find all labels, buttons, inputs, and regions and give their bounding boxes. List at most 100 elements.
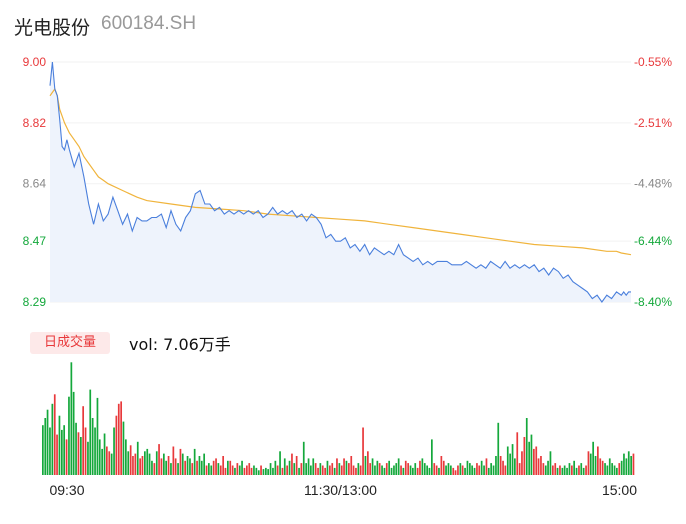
volume-bar xyxy=(58,415,61,475)
pct-tick-label: -8.40% xyxy=(634,295,672,309)
volume-bar xyxy=(141,456,144,475)
pct-tick-label: -0.55% xyxy=(634,55,672,69)
volume-bar xyxy=(616,467,618,475)
volume-bar xyxy=(473,467,476,475)
volume-bar xyxy=(314,463,317,475)
volume-bar xyxy=(127,451,130,475)
pct-tick-label: -2.51% xyxy=(634,116,672,130)
volume-bar xyxy=(310,465,312,475)
volume-bar xyxy=(177,463,179,475)
volume-tab[interactable]: 日成交量 xyxy=(30,332,110,354)
volume-bar xyxy=(257,470,260,475)
volume-bar xyxy=(359,465,362,475)
volume-bar xyxy=(428,467,431,475)
volume-bar xyxy=(205,465,208,475)
volume-bar xyxy=(210,465,213,475)
volume-bar xyxy=(490,463,493,475)
volume-value: vol: 7.06万手 xyxy=(129,335,231,354)
volume-bar xyxy=(272,467,274,475)
volume-bar xyxy=(369,463,372,475)
volume-bar xyxy=(518,463,521,475)
volume-bar xyxy=(170,463,172,475)
volume-bar xyxy=(393,465,395,475)
volume-bar xyxy=(219,465,222,475)
volume-bar xyxy=(321,465,324,475)
volume-bar xyxy=(305,463,308,475)
volume-bar xyxy=(352,465,355,475)
volume-bar xyxy=(571,465,573,475)
volume-bar xyxy=(274,460,277,475)
volume-bar xyxy=(483,465,485,475)
volume-bar xyxy=(174,458,177,475)
volume-bar xyxy=(338,463,341,475)
pct-tick-label: -6.44% xyxy=(634,234,672,248)
volume-bar xyxy=(378,463,381,475)
volume-bar xyxy=(136,441,139,475)
volume-bar xyxy=(400,465,402,475)
volume-bar xyxy=(383,467,386,475)
time-axis: 09:30 11:30/13:00 15:00 xyxy=(49,482,637,498)
volume-bar xyxy=(286,465,289,475)
volume-bar xyxy=(461,465,464,475)
volume-bar xyxy=(288,460,291,475)
price-tick-label: 8.64 xyxy=(23,177,47,191)
volume-bar xyxy=(623,453,625,475)
volume-bar xyxy=(53,394,56,475)
volume-bar xyxy=(302,441,305,475)
volume-bar xyxy=(125,439,127,475)
volume-bar xyxy=(376,460,379,475)
volume-bar xyxy=(597,446,599,475)
volume-bar xyxy=(402,467,405,475)
volume-bar xyxy=(620,460,623,475)
volume-bar xyxy=(561,467,564,475)
volume-bar xyxy=(585,465,587,475)
volume-bar xyxy=(255,467,258,475)
volume-bar xyxy=(75,422,77,475)
stock-name: 光电股份 xyxy=(14,17,91,39)
volume-bar xyxy=(146,448,149,475)
volume-bar xyxy=(345,460,348,475)
volume-bar xyxy=(549,451,552,475)
volume-bar xyxy=(423,463,426,475)
volume-bar xyxy=(132,456,134,475)
volume-bar xyxy=(381,465,383,475)
volume-bar xyxy=(186,456,189,475)
volume-bar xyxy=(129,445,132,475)
price-tick-label: 8.82 xyxy=(23,116,47,130)
volume-bar xyxy=(106,446,108,475)
volume-bar xyxy=(540,456,542,475)
volume-bar xyxy=(319,463,322,475)
volume-bar xyxy=(231,465,234,475)
volume-bar xyxy=(592,441,595,475)
volume-bar xyxy=(514,458,516,475)
volume-bar xyxy=(267,469,270,475)
price-tick-label: 9.00 xyxy=(23,55,47,69)
pct-tick-label: -4.48% xyxy=(634,177,672,191)
volume-bar xyxy=(241,460,243,475)
stock-code: 600184.SH xyxy=(101,13,197,34)
volume-bar xyxy=(466,460,469,475)
volume-bar xyxy=(265,467,267,475)
volume-bar xyxy=(613,465,616,475)
volume-bar xyxy=(56,434,58,475)
volume-bar xyxy=(224,467,227,475)
volume-bar xyxy=(412,467,414,475)
volume-bar xyxy=(110,453,113,475)
volume-bar xyxy=(208,463,210,475)
volume-bar xyxy=(495,456,497,475)
volume-bar xyxy=(72,391,75,475)
volume-bar xyxy=(431,439,433,475)
volume-bar xyxy=(348,463,350,475)
volume-bar xyxy=(566,467,568,475)
volume-bar xyxy=(179,448,182,475)
volume-bar xyxy=(469,463,471,475)
volume-bar xyxy=(222,456,225,475)
volume-bar xyxy=(333,467,336,475)
volume-bar xyxy=(89,389,92,475)
volume-bar xyxy=(594,456,597,475)
volume-bar xyxy=(478,465,481,475)
volume-bar xyxy=(397,458,400,475)
volume-bar xyxy=(578,465,580,475)
volume-bar xyxy=(227,460,229,475)
volume-bar xyxy=(298,467,300,475)
